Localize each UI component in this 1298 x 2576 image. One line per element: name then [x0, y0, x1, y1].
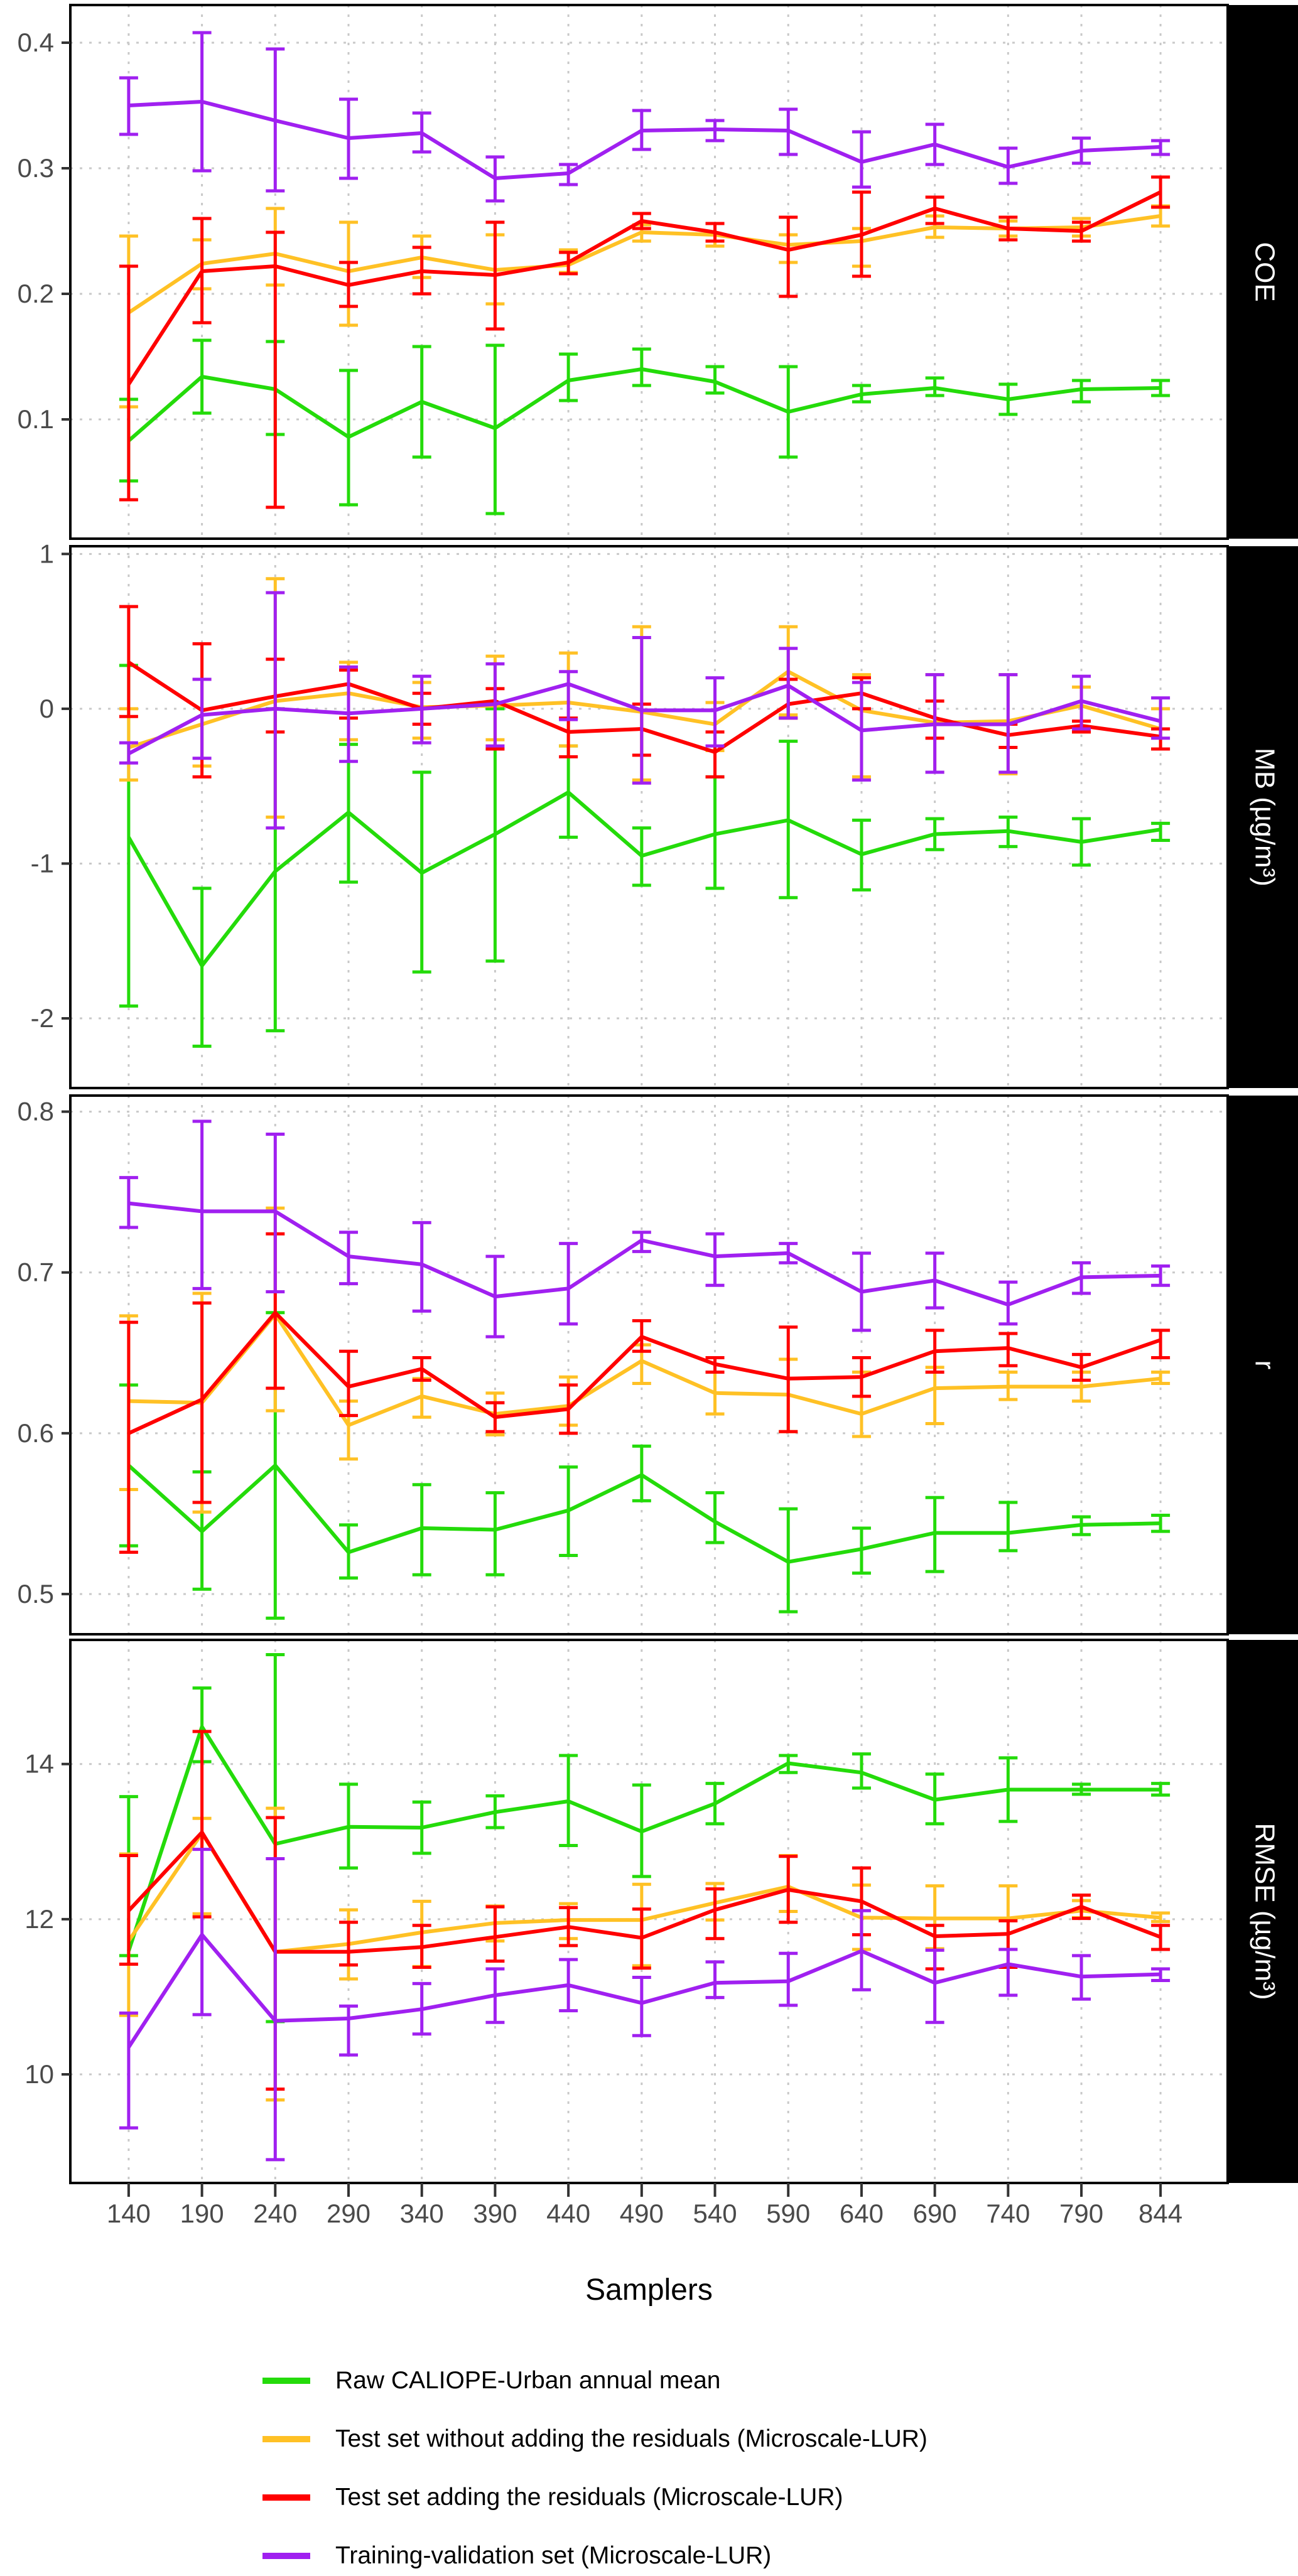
panel-coe: 0.1 0.2 0.3 0.4 COE	[18, 4, 1298, 540]
x-tick-label: 440	[546, 2199, 590, 2228]
x-tick-label: 490	[620, 2199, 664, 2228]
series-line-orange	[128, 1312, 1161, 1427]
x-axis: 140 190 240 290 340 390 440 490 540 590 640 690 740 7…	[107, 2183, 1182, 2228]
series-line-red	[127, 1310, 1162, 1435]
y-axis-rmse: 10 12 14	[24, 1749, 70, 2089]
y-tick-label: 0.4	[18, 28, 54, 57]
y-tick-label: 0	[40, 694, 54, 723]
strip-background	[1228, 1096, 1298, 1634]
y-tick-label: 1	[40, 539, 54, 568]
x-tick-label: 340	[400, 2199, 444, 2228]
x-tick-label: 290	[327, 2199, 370, 2228]
x-tick-label: 690	[913, 2199, 957, 2228]
x-tick-label: 790	[1059, 2199, 1103, 2228]
x-axis-title: Samplers	[585, 2273, 713, 2307]
x-tick-label: 140	[107, 2199, 151, 2228]
series-line-red	[127, 190, 1162, 385]
x-tick-label: 190	[180, 2199, 224, 2228]
y-tick-label: 0.1	[18, 404, 54, 434]
y-tick-label: 0.3	[18, 153, 54, 183]
strip-label: MB (µg/m³)	[1249, 748, 1280, 887]
y-axis-mb: -2 -1 0 1	[31, 539, 70, 1033]
strip-coe: COE	[1228, 5, 1298, 539]
strip-rmse: RMSE (µg/m³)	[1228, 1640, 1298, 2183]
panel-r: 0.5 0.6 0.7 0.8 r	[18, 1094, 1298, 1636]
y-tick-label: 0.6	[18, 1418, 54, 1448]
y-tick-label: 0.5	[18, 1579, 54, 1609]
x-tick-label: 844	[1138, 2199, 1182, 2228]
legend-item-test-without-residuals: Test set without adding the residuals (M…	[262, 2417, 928, 2462]
strip-background	[1228, 546, 1298, 1088]
panel-mb: -2 -1 0 1 MB (µg/m³)	[31, 539, 1298, 1089]
y-tick-label: 0.2	[18, 279, 54, 308]
strip-background	[1228, 5, 1298, 539]
series-line-green	[127, 1725, 1161, 1952]
series-line-purple	[128, 1201, 1161, 1307]
x-tick-label: 240	[253, 2199, 297, 2228]
legend-label: Test set adding the residuals (Microscal…	[335, 2484, 843, 2511]
y-tick-label: 14	[24, 1749, 54, 1779]
y-axis-r: 0.5 0.6 0.7 0.8	[18, 1097, 70, 1609]
series-line-green	[127, 1463, 1161, 1564]
legend-label: Training-validation set (Microscale-LUR)	[335, 2542, 772, 2569]
legend: Raw CALIOPE-Urban annual mean Test set w…	[262, 2358, 928, 2576]
series-line-purple	[128, 100, 1161, 180]
strip-label: r	[1249, 1361, 1280, 1370]
y-tick-label: -1	[31, 848, 54, 878]
x-tick-label: 590	[766, 2199, 810, 2228]
strip-mb: MB (µg/m³)	[1228, 546, 1298, 1088]
y-tick-label: -2	[31, 1003, 54, 1033]
legend-swatch-green	[262, 2378, 310, 2384]
strip-label: RMSE (µg/m³)	[1249, 1823, 1280, 2000]
series-line-green	[127, 367, 1161, 443]
legend-label: Raw CALIOPE-Urban annual mean	[335, 2367, 721, 2394]
legend-label: Test set without adding the residuals (M…	[335, 2425, 928, 2452]
series-line-green	[127, 790, 1161, 968]
x-tick-label: 640	[840, 2199, 884, 2228]
x-tick-label: 540	[693, 2199, 737, 2228]
series-line-purple	[127, 682, 1161, 756]
y-tick-label: 0.8	[18, 1097, 54, 1126]
panel-rmse: 10 12 14 RMSE (µg/m³)	[24, 1639, 1298, 2184]
y-tick-label: 12	[24, 1904, 54, 1934]
legend-swatch-red	[262, 2494, 310, 2501]
y-tick-label: 10	[24, 2059, 54, 2089]
x-tick-label: 390	[473, 2199, 517, 2228]
strip-label: COE	[1249, 242, 1280, 301]
series-line-orange	[127, 214, 1161, 315]
panel-background	[70, 1640, 1228, 2183]
y-tick-label: 0.7	[18, 1258, 54, 1287]
error-bars-red	[119, 1232, 1171, 1554]
legend-item-training-validation: Training-validation set (Microscale-LUR)	[262, 2533, 928, 2576]
legend-item-test-adding-residuals: Test set adding the residuals (Microscal…	[262, 2475, 928, 2520]
y-axis-coe: 0.1 0.2 0.3 0.4	[18, 28, 70, 434]
series-line-red	[127, 1830, 1162, 1954]
series-line-purple	[127, 1932, 1161, 2049]
x-tick-label: 740	[986, 2199, 1030, 2228]
strip-r: r	[1228, 1096, 1298, 1634]
legend-swatch-orange	[262, 2436, 310, 2442]
legend-swatch-purple	[262, 2553, 310, 2559]
legend-item-raw-caliope: Raw CALIOPE-Urban annual mean	[262, 2358, 928, 2403]
panel-background	[70, 5, 1228, 539]
strip-background	[1228, 1640, 1298, 2183]
